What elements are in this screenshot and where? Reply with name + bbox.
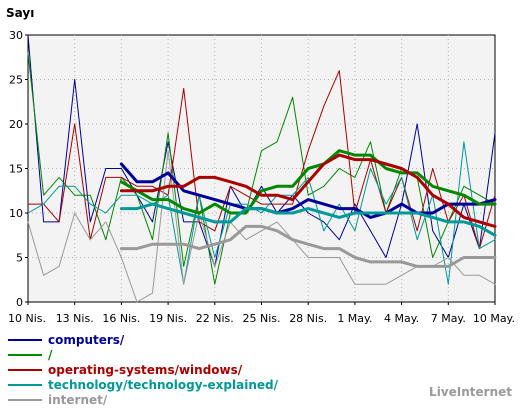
x-tick-label: 4 May. <box>384 312 419 325</box>
x-tick-label: 25 Nis. <box>242 312 280 325</box>
y-axis: 0 5 10 15 20 25 30 <box>9 29 28 309</box>
x-tick-label: 7 May. <box>431 312 466 325</box>
legend-swatch-computers <box>8 339 42 341</box>
series-line-technology-technology-explained-3 <box>27 141 496 285</box>
y-tick-label: 15 <box>9 163 23 176</box>
brand-label: LiveInternet <box>429 385 512 399</box>
legend-swatch-internet <box>8 399 42 401</box>
trend-line-trend-7 <box>119 153 497 228</box>
legend-label-windows: operating-systems/windows/ <box>48 363 243 377</box>
x-tick-label: 1 May. <box>337 312 372 325</box>
series-lines <box>27 34 497 303</box>
y-tick-label: 10 <box>9 207 23 220</box>
legend-label-internet: internet/ <box>48 393 108 407</box>
trend-line-trend-9 <box>119 224 497 268</box>
legend-label-computers: computers/ <box>48 333 125 347</box>
x-tick-label: 10 Nis. <box>8 312 46 325</box>
chart-title: Sayı <box>6 6 34 20</box>
y-tick-label: 5 <box>16 252 23 265</box>
x-tick-label: 10 May. <box>473 312 515 325</box>
trend-line-trend-6 <box>119 149 497 215</box>
y-tick-label: 25 <box>9 74 23 87</box>
y-tick-label: 0 <box>16 296 23 309</box>
legend-swatch-windows <box>8 369 42 371</box>
legend-swatch-root <box>8 354 42 356</box>
trend-line-trend-8 <box>119 202 497 237</box>
x-tick-label: 13 Nis. <box>56 312 94 325</box>
trend-line-trend-5 <box>119 162 497 219</box>
x-axis: 10 Nis. 13 Nis. 16 Nis. 19 Nis. 22 Nis. 25 Ni… <box>8 302 515 325</box>
y-tick-label: 20 <box>9 118 23 131</box>
legend-swatch-technology <box>8 384 42 386</box>
series-line-operating-systems-windows-2 <box>27 70 496 250</box>
legend-label-technology: technology/technology-explained/ <box>48 378 278 392</box>
x-tick-label: 28 Nis. <box>289 312 327 325</box>
series-line-computers-0 <box>27 34 496 267</box>
legend-label-root: / <box>48 348 53 362</box>
y-tick-label: 30 <box>9 29 23 42</box>
x-tick-label: 22 Nis. <box>196 312 234 325</box>
x-tick-label: 16 Nis. <box>102 312 140 325</box>
x-tick-label: 19 Nis. <box>149 312 187 325</box>
